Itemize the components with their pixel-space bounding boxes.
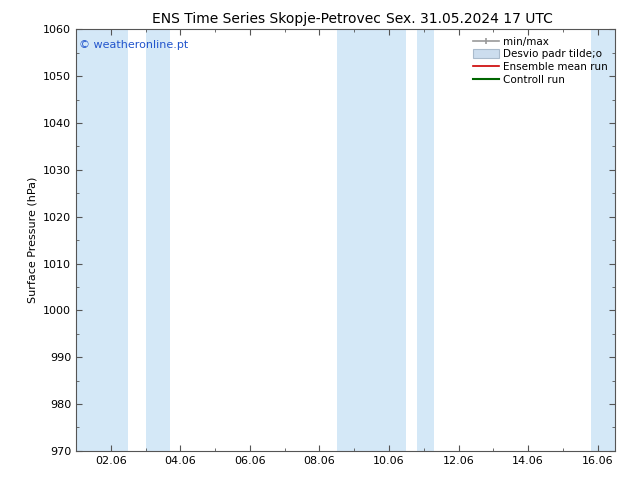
Legend: min/max, Desvio padr tilde;o, Ensemble mean run, Controll run: min/max, Desvio padr tilde;o, Ensemble m…: [470, 35, 610, 87]
Bar: [146, 29, 170, 451]
Bar: [417, 29, 434, 451]
Bar: [76, 29, 128, 451]
Text: ENS Time Series Skopje-Petrovec: ENS Time Series Skopje-Petrovec: [152, 12, 381, 26]
Text: Sex. 31.05.2024 17 UTC: Sex. 31.05.2024 17 UTC: [385, 12, 553, 26]
Y-axis label: Surface Pressure (hPa): Surface Pressure (hPa): [27, 177, 37, 303]
Bar: [591, 29, 615, 451]
Text: © weatheronline.pt: © weatheronline.pt: [79, 40, 188, 50]
Bar: [337, 29, 406, 451]
